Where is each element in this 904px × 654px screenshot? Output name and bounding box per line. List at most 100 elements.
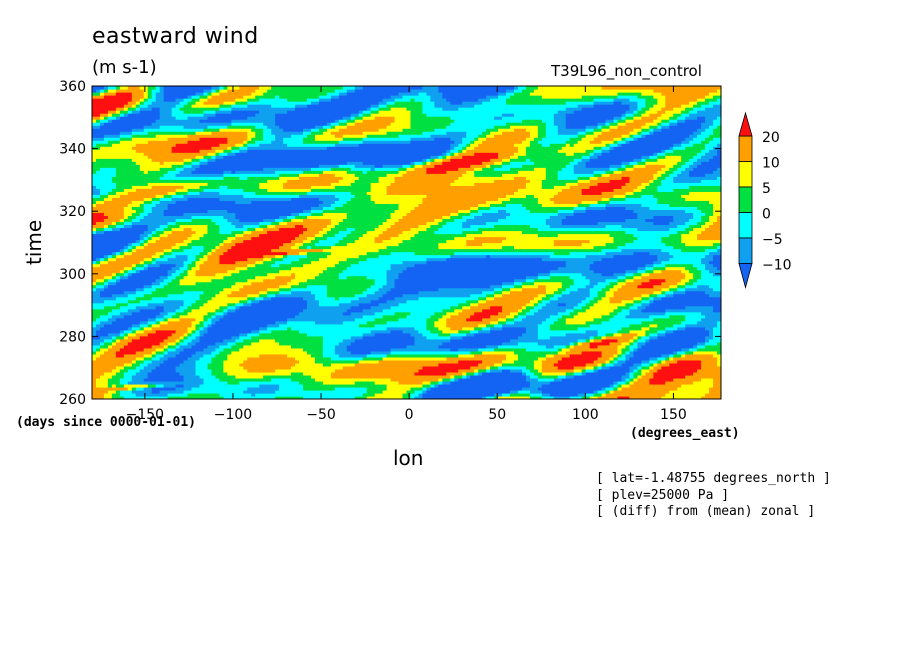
heatmap-cell	[537, 353, 543, 358]
run-name: T39L96_non_control	[551, 62, 702, 80]
heatmap-cell	[370, 353, 376, 358]
heatmap-cell	[394, 353, 400, 358]
heatmap-cell	[179, 383, 185, 388]
heatmap-cell	[275, 365, 280, 370]
heatmap-cell	[689, 395, 694, 399]
heatmap-cell	[358, 353, 364, 358]
heatmap-cell	[251, 380, 256, 385]
heatmap-cell	[374, 392, 380, 397]
heatmap-cell	[494, 380, 499, 385]
heatmap-cell	[111, 359, 117, 364]
heatmap-cell	[709, 377, 714, 382]
heatmap-cell	[203, 386, 209, 391]
heatmap-cell	[163, 350, 169, 355]
heatmap-cell	[557, 374, 563, 379]
heatmap-cell	[573, 392, 579, 397]
heatmap-cell	[107, 365, 113, 370]
heatmap-cell	[279, 380, 284, 385]
heatmap-cell	[95, 362, 101, 367]
heatmap-cell	[713, 353, 718, 358]
heatmap-cell	[653, 389, 658, 394]
heatmap-cell	[450, 350, 455, 355]
heatmap-cell	[641, 380, 646, 385]
heatmap-cell	[219, 377, 224, 382]
heatmap-cell	[454, 365, 459, 370]
heatmap-cell	[378, 377, 384, 382]
heatmap-cell	[494, 356, 499, 361]
heatmap-cell	[709, 395, 714, 399]
heatmap-cell	[553, 368, 559, 373]
heatmap-cell	[446, 368, 451, 373]
heatmap-cell	[549, 359, 555, 364]
heatmap-cell	[478, 362, 483, 367]
heatmap-cell	[486, 353, 491, 358]
heatmap-cell	[649, 365, 654, 370]
heatmap-cell	[561, 362, 567, 367]
heatmap-cell	[342, 374, 348, 379]
heatmap-cell	[510, 389, 515, 394]
heatmap-cell	[171, 386, 177, 391]
heatmap-cell	[107, 377, 113, 382]
heatmap-cell	[705, 371, 710, 376]
heatmap-cell	[398, 377, 404, 382]
heatmap-cell	[231, 350, 236, 355]
heatmap-cell	[470, 356, 475, 361]
heatmap-cell	[525, 383, 531, 388]
heatmap-cell	[585, 374, 591, 379]
heatmap-cell	[382, 383, 388, 388]
heatmap-cell	[641, 365, 646, 370]
heatmap-cell	[697, 389, 702, 394]
heatmap-cell	[394, 395, 400, 399]
heatmap-cell	[99, 356, 105, 361]
heatmap-cell	[502, 353, 507, 358]
heatmap-cell	[629, 356, 635, 361]
heatmap-cell	[657, 368, 662, 373]
heatmap-cell	[378, 365, 384, 370]
heatmap-cell	[92, 383, 97, 388]
heatmap-cell	[573, 359, 579, 364]
heatmap-cell	[685, 359, 690, 364]
heatmap-cell	[382, 380, 388, 385]
heatmap-cell	[661, 362, 666, 367]
heatmap-cell	[581, 395, 587, 399]
heatmap-cell	[239, 371, 244, 376]
heatmap-cell	[318, 365, 324, 370]
heatmap-cell	[705, 368, 710, 373]
heatmap-cell	[585, 356, 591, 361]
heatmap-cell	[287, 383, 292, 388]
heatmap-cell	[215, 368, 220, 373]
heatmap-cell	[143, 353, 149, 358]
heatmap-cell	[115, 395, 121, 399]
heatmap-cell	[302, 380, 308, 385]
heatmap-cell	[255, 392, 260, 397]
heatmap-cell	[517, 389, 523, 394]
heatmap-cell	[478, 368, 483, 373]
heatmap-cell	[553, 383, 559, 388]
heatmap-cell	[330, 359, 336, 364]
heatmap-cell	[239, 386, 244, 391]
heatmap-cell	[442, 383, 447, 388]
heatmap-cell	[605, 371, 611, 376]
heatmap-cell	[657, 380, 662, 385]
heatmap-cell	[99, 395, 105, 399]
heatmap-cell	[366, 392, 372, 397]
heatmap-cell	[247, 350, 252, 355]
heatmap-cell	[621, 377, 627, 382]
heatmap-cell	[601, 380, 607, 385]
heatmap-cell	[386, 353, 392, 358]
heatmap-cell	[577, 377, 583, 382]
heatmap-cell	[159, 392, 165, 397]
heatmap-cell	[577, 386, 583, 391]
heatmap-cell	[279, 386, 284, 391]
heatmap-cell	[171, 359, 177, 364]
heatmap-cell	[115, 383, 121, 388]
heatmap-cell	[625, 365, 631, 370]
heatmap-cell	[701, 392, 706, 397]
heatmap-cell	[322, 386, 328, 391]
heatmap-cell	[717, 356, 721, 361]
heatmap-cell	[119, 386, 125, 391]
heatmap-cell	[398, 380, 404, 385]
heatmap-cell	[167, 392, 173, 397]
heatmap-cell	[314, 392, 320, 397]
heatmap-cell	[107, 362, 113, 367]
